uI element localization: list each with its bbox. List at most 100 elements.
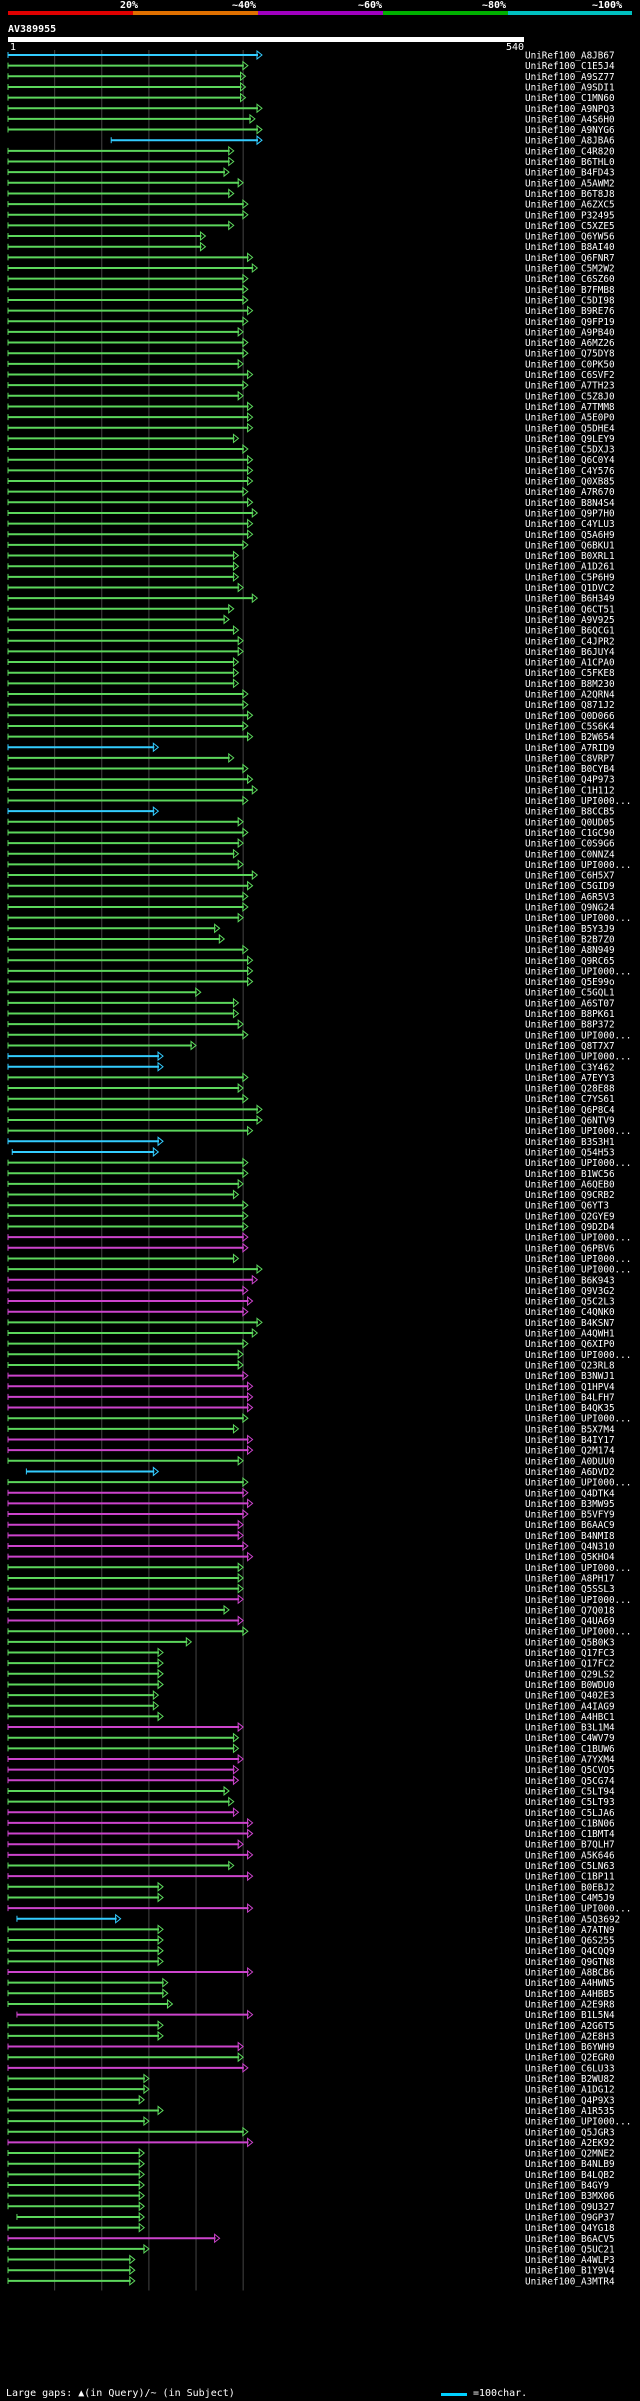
hit-row[interactable]: UniRef100_Q9NG24 <box>7 901 615 914</box>
hit-label[interactable]: UniRef100_B7FMB8 <box>525 285 615 296</box>
hit-row[interactable]: UniRef100_UPI000... <box>7 1349 631 1361</box>
hit-label[interactable]: UniRef100_Q6YT3 <box>525 1201 609 1212</box>
hit-row[interactable]: UniRef100_C1BP11 <box>7 1871 615 1883</box>
hit-label[interactable]: UniRef100_A9V925 <box>525 615 615 626</box>
hit-label[interactable]: UniRef100_Q4UA69 <box>525 1616 615 1627</box>
hit-row[interactable]: UniRef100_UPI000... <box>7 795 631 807</box>
hit-row[interactable]: UniRef100_B1L5N4 <box>16 2009 615 2021</box>
hit-row[interactable]: UniRef100_B6H349 <box>7 593 615 605</box>
hit-label[interactable]: UniRef100_C5XZE5 <box>525 221 615 232</box>
hit-row[interactable]: UniRef100_A7RID9 <box>7 742 615 754</box>
hit-row[interactable]: UniRef100_Q5A6H9 <box>7 529 615 541</box>
hit-label[interactable]: UniRef100_Q4N310 <box>525 1542 615 1553</box>
hit-label[interactable]: UniRef100_UPI000... <box>525 2117 631 2128</box>
hit-row[interactable]: UniRef100_UPI000... <box>7 1264 631 1276</box>
hit-label[interactable]: UniRef100_A6ST07 <box>525 998 615 1009</box>
hit-label[interactable]: UniRef100_C5LT93 <box>525 1797 615 1808</box>
hit-row[interactable]: UniRef100_A7R670 <box>7 486 615 498</box>
hit-label[interactable]: UniRef100_UPI000... <box>525 1478 631 1489</box>
hit-row[interactable]: UniRef100_C7YS61 <box>7 1093 615 1105</box>
hit-label[interactable]: UniRef100_C4QNK0 <box>525 1307 615 1318</box>
hit-label[interactable]: UniRef100_Q5E99o <box>525 977 615 988</box>
hit-row[interactable]: UniRef100_C0PK50 <box>7 358 615 370</box>
hit-label[interactable]: UniRef100_Q5CG74 <box>525 1776 615 1787</box>
hit-label[interactable]: UniRef100_A5Q3692 <box>525 1914 620 1925</box>
hit-label[interactable]: UniRef100_B6JUY4 <box>525 647 615 658</box>
hit-label[interactable]: UniRef100_A9SZ77 <box>525 72 615 83</box>
hit-row[interactable]: UniRef100_A6DVD2 <box>25 1466 615 1478</box>
hit-row[interactable]: UniRef100_B6YWH9 <box>7 2041 615 2053</box>
hit-label[interactable]: UniRef100_A0DUU0 <box>525 1456 615 1467</box>
hit-row[interactable]: UniRef100_C6H5X7 <box>7 870 615 882</box>
hit-row[interactable]: UniRef100_C5FKE8 <box>7 667 615 679</box>
hit-label[interactable]: UniRef100_C5S6K4 <box>525 721 615 732</box>
hit-label[interactable]: UniRef100_Q1DVC2 <box>525 583 615 594</box>
hit-row[interactable]: UniRef100_C1BUW6 <box>7 1743 615 1755</box>
hit-row[interactable]: UniRef100_B5X7M4 <box>7 1423 615 1435</box>
hit-label[interactable]: UniRef100_Q4P973 <box>525 775 615 786</box>
hit-row[interactable]: UniRef100_C6SZ60 <box>7 273 615 285</box>
hit-row[interactable]: UniRef100_Q4DTK4 <box>7 1487 615 1499</box>
hit-row[interactable]: UniRef100_Q5C2L3 <box>7 1296 615 1308</box>
hit-label[interactable]: UniRef100_Q9RC65 <box>525 956 615 967</box>
hit-label[interactable]: UniRef100_A2E8H3 <box>525 2031 615 2042</box>
hit-row[interactable]: UniRef100_C6SVF2 <box>7 369 615 381</box>
hit-label[interactable]: UniRef100_B4KSN7 <box>525 1318 615 1329</box>
hit-row[interactable]: UniRef100_B2B7Z0 <box>7 933 615 945</box>
hit-row[interactable]: UniRef100_C4M5J9 <box>7 1892 615 1904</box>
hit-label[interactable]: UniRef100_C1E5J4 <box>525 61 615 72</box>
hit-row[interactable]: UniRef100_UPI000... <box>7 859 631 871</box>
hit-label[interactable]: UniRef100_B4NLB9 <box>525 2159 615 2170</box>
hit-label[interactable]: UniRef100_C6SZ60 <box>525 274 615 285</box>
hit-label[interactable]: UniRef100_B4FD43 <box>525 168 615 179</box>
hit-row[interactable]: UniRef100_Q5DHE4 <box>7 422 615 434</box>
hit-label[interactable]: UniRef100_Q6FNR7 <box>525 253 615 264</box>
hit-row[interactable]: UniRef100_B6ACV5 <box>7 2233 615 2245</box>
hit-label[interactable]: UniRef100_B0XRL1 <box>525 551 615 562</box>
hit-label[interactable]: UniRef100_B4LFH7 <box>525 1392 615 1403</box>
hit-row[interactable]: UniRef100_A7TH23 <box>7 380 615 392</box>
hit-row[interactable]: UniRef100_B4IY17 <box>7 1434 615 1446</box>
hit-label[interactable]: UniRef100_C5Z8J0 <box>525 391 615 402</box>
hit-label[interactable]: UniRef100_C0NNZ4 <box>525 849 615 860</box>
hit-row[interactable]: UniRef100_B6QCG1 <box>7 625 615 637</box>
hit-row[interactable]: UniRef100_C4QNK0 <box>7 1306 615 1318</box>
hit-label[interactable]: UniRef100_A7YXM4 <box>525 1755 615 1766</box>
hit-label[interactable]: UniRef100_A1CPA0 <box>525 658 615 669</box>
hit-label[interactable]: UniRef100_C1BUW6 <box>525 1744 615 1755</box>
hit-row[interactable]: UniRef100_B3L1M4 <box>7 1722 615 1734</box>
hit-row[interactable]: UniRef100_Q9GTN8 <box>7 1956 615 1968</box>
hit-label[interactable]: UniRef100_A2G6T5 <box>525 2021 615 2032</box>
hit-label[interactable]: UniRef100_Q9V3G2 <box>525 1286 615 1297</box>
hit-row[interactable]: UniRef100_Q9FP19 <box>7 316 615 328</box>
hit-row[interactable]: UniRef100_B1WC56 <box>7 1168 615 1180</box>
hit-row[interactable]: UniRef100_Q5SSL3 <box>7 1583 615 1595</box>
hit-label[interactable]: UniRef100_Q4CQQ9 <box>525 1946 615 1957</box>
hit-label[interactable]: UniRef100_A2E9R8 <box>525 1999 615 2010</box>
hit-label[interactable]: UniRef100_Q17FC3 <box>525 1648 615 1659</box>
hit-row[interactable]: UniRef100_C4JPR2 <box>7 635 615 647</box>
hit-row[interactable]: UniRef100_A4QWH1 <box>7 1327 615 1340</box>
hit-row[interactable]: UniRef100_A6QEB0 <box>7 1178 615 1190</box>
hit-row[interactable]: UniRef100_Q8T7X7 <box>7 1040 615 1052</box>
hit-row[interactable]: UniRef100_B6AAC9 <box>7 1519 615 1531</box>
hit-label[interactable]: UniRef100_UPI000... <box>525 913 631 924</box>
hit-row[interactable]: UniRef100_B8P372 <box>7 1019 615 1031</box>
hit-label[interactable]: UniRef100_Q2M174 <box>525 1446 615 1457</box>
hit-label[interactable]: UniRef100_C6H5X7 <box>525 871 615 882</box>
hit-row[interactable]: UniRef100_Q9LEY9 <box>7 433 615 445</box>
hit-row[interactable]: UniRef100_C5XZE5 <box>7 220 615 232</box>
hit-label[interactable]: UniRef100_C1BP11 <box>525 1872 615 1883</box>
hit-label[interactable]: UniRef100_Q6PBV6 <box>525 1243 615 1254</box>
hit-label[interactable]: UniRef100_B3MX06 <box>525 2191 615 2202</box>
hit-label[interactable]: UniRef100_B4QK35 <box>525 1403 615 1414</box>
hit-label[interactable]: UniRef100_A8JB67 <box>525 51 615 62</box>
hit-label[interactable]: UniRef100_A1R535 <box>525 2106 615 2117</box>
hit-row[interactable]: UniRef100_B2WU82 <box>7 2073 615 2085</box>
hit-label[interactable]: UniRef100_UPI000... <box>525 1158 631 1169</box>
hit-label[interactable]: UniRef100_C6SVF2 <box>525 370 615 381</box>
hit-label[interactable]: UniRef100_UPI000... <box>525 860 631 871</box>
hit-label[interactable]: UniRef100_C0S9G6 <box>525 839 615 850</box>
hit-row[interactable]: UniRef100_C5DXJ3 <box>7 444 615 456</box>
hit-row[interactable]: UniRef100_A9NPQ3 <box>7 103 615 115</box>
